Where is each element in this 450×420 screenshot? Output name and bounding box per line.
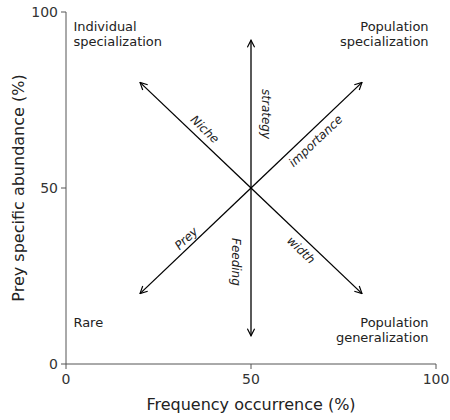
label-line: specialization — [73, 34, 162, 49]
arrow — [250, 188, 251, 336]
label-line: specialization — [340, 34, 429, 49]
x-tick — [436, 364, 437, 369]
corner-label: Individualspecialization — [73, 19, 162, 49]
chart-container: 0 50 100 0 50 100 Frequency occurrence (%) Prey… — [0, 0, 450, 420]
y-tick — [61, 188, 66, 189]
arrow — [250, 40, 251, 188]
label-line: Population — [360, 315, 428, 330]
x-tick-label: 0 — [62, 371, 71, 387]
corner-label: Populationspecialization — [340, 19, 429, 49]
y-tick-label: 100 — [31, 4, 58, 20]
corner-label: Populationgeneralization — [336, 315, 429, 345]
arrow-label: width — [284, 234, 318, 267]
arrow-label: strategy — [259, 89, 273, 140]
arrow — [251, 82, 362, 188]
x-axis-label: Frequency occurrence (%) — [146, 395, 355, 414]
x-tick — [66, 364, 67, 369]
label-line: Population — [360, 19, 428, 34]
x-tick-label: 100 — [423, 371, 450, 387]
y-tick — [61, 364, 66, 365]
y-axis-label: Prey specific abundance (%) — [9, 74, 28, 301]
label-line: Rare — [73, 315, 103, 330]
arrow-label: Feeding — [229, 238, 243, 286]
arrows — [140, 40, 362, 336]
axes: 0 50 100 0 50 100 — [31, 4, 449, 387]
arrow-label: Niche — [188, 113, 222, 147]
y-tick-label: 50 — [40, 180, 58, 196]
arrow-label: Prey — [172, 224, 202, 253]
x-tick-label: 50 — [242, 371, 260, 387]
x-tick — [251, 364, 252, 369]
arrow — [140, 188, 251, 294]
arrow-label: importance — [286, 112, 345, 169]
arrow — [140, 82, 251, 188]
y-tick-label: 0 — [49, 356, 58, 372]
annotations: IndividualspecializationPopulationspecia… — [73, 19, 428, 345]
label-line: Individual — [73, 19, 136, 34]
corner-label: Rare — [73, 315, 103, 330]
label-line: generalization — [336, 330, 429, 345]
y-tick — [61, 12, 66, 13]
arrow — [251, 188, 362, 294]
chart: 0 50 100 0 50 100 Frequency occurrence (%) Prey… — [0, 0, 450, 420]
